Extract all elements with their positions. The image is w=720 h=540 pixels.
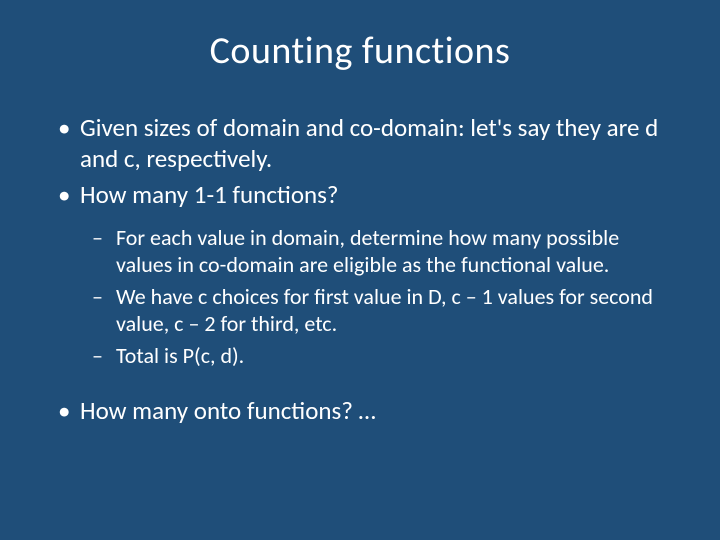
bullet-item: Given sizes of domain and co-domain: let…: [48, 112, 672, 175]
bullet-text: How many 1-1 functions?: [80, 179, 339, 210]
bullet-text: Given sizes of domain and co-domain: let…: [80, 112, 658, 174]
slide-title: Counting functions: [48, 28, 672, 74]
bullet-item: How many 1-1 functions? For each value i…: [48, 179, 672, 370]
slide: Counting functions Given sizes of domain…: [0, 0, 720, 540]
bullet-text: How many onto functions? …: [80, 395, 376, 426]
sub-bullet-text: We have c choices for first value in D, …: [116, 283, 653, 338]
bullet-list: Given sizes of domain and co-domain: let…: [48, 112, 672, 427]
sub-bullet-list: For each value in domain, determine how …: [80, 224, 672, 370]
sub-bullet-text: For each value in domain, determine how …: [116, 224, 619, 279]
sub-bullet-item: We have c choices for first value in D, …: [80, 283, 672, 338]
bullet-item: How many onto functions? …: [48, 395, 672, 426]
sub-bullet-text: Total is P(c, d).: [116, 342, 244, 369]
sub-bullet-item: For each value in domain, determine how …: [80, 224, 672, 279]
sub-bullet-item: Total is P(c, d).: [80, 342, 672, 370]
